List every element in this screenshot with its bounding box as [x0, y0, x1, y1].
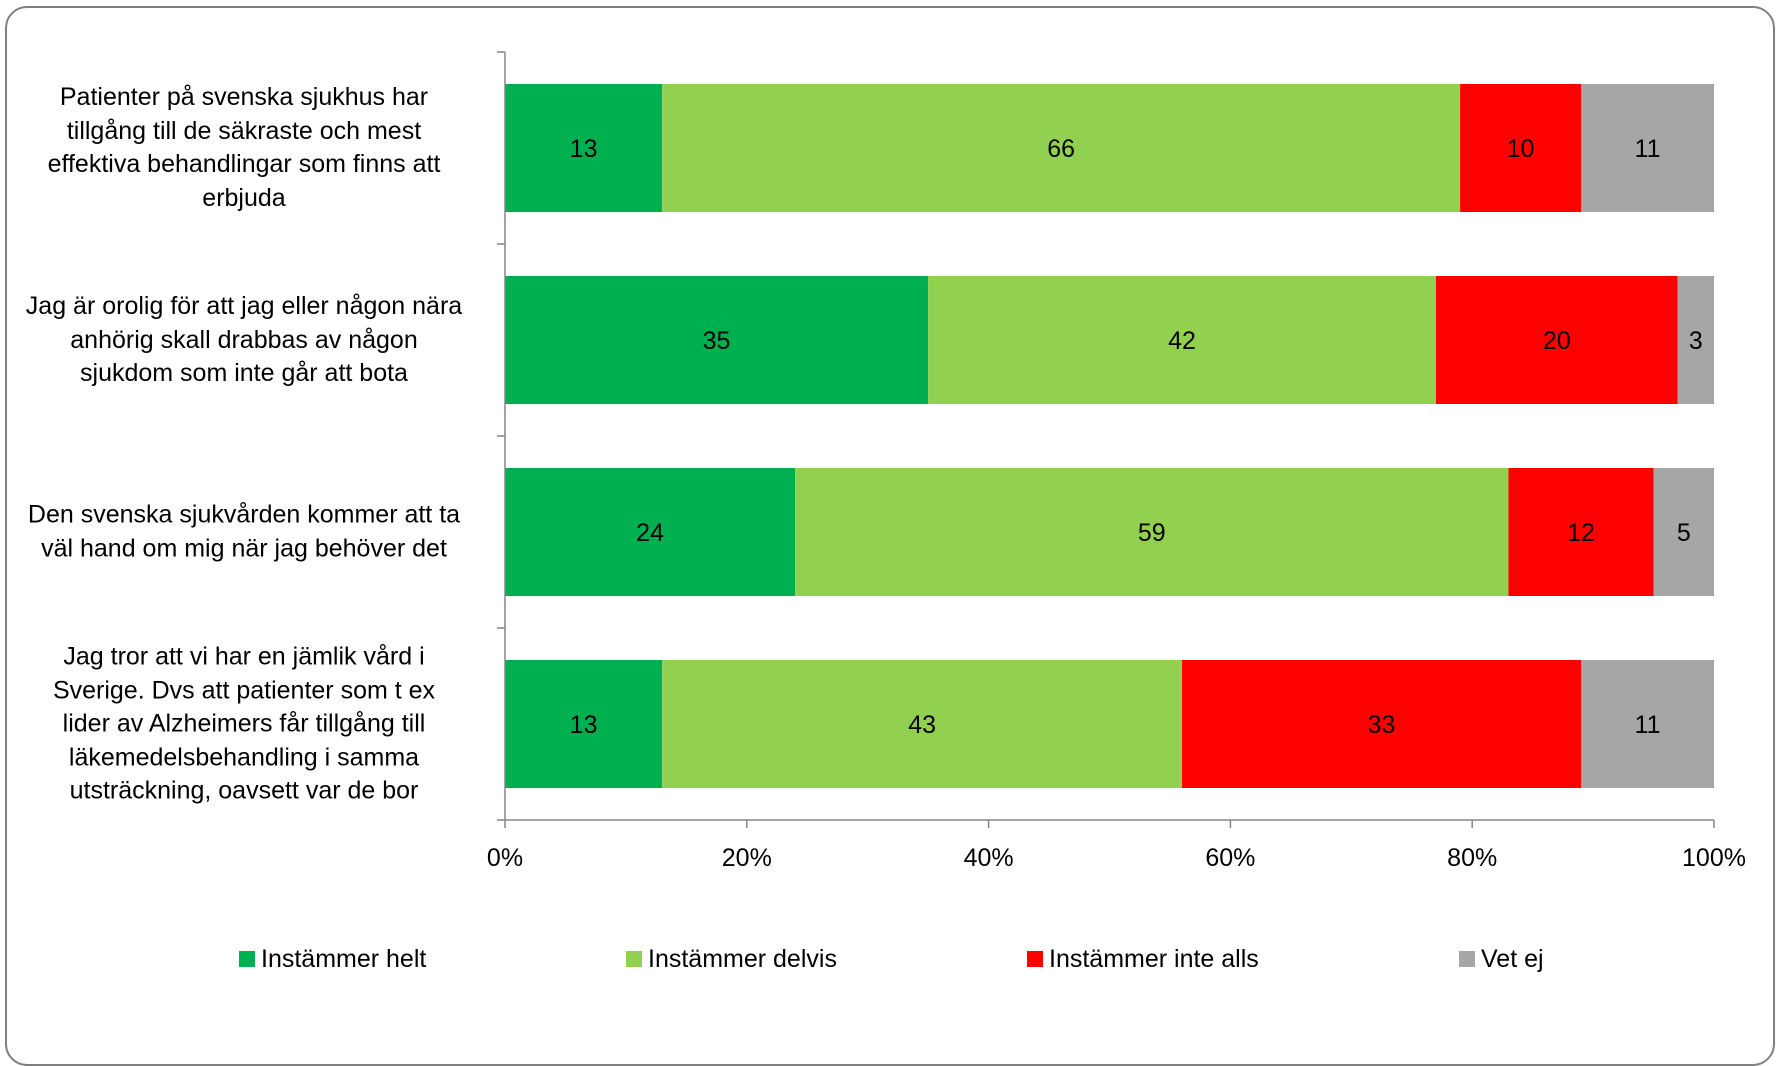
legend-item: Instämmer helt	[239, 942, 426, 976]
legend: Instämmer helt Instämmer delvis Instämmer …	[0, 942, 1783, 976]
legend-swatch	[626, 951, 642, 967]
category-label-line: lider av Alzheimers får tillgång till	[62, 709, 426, 738]
data-label: 12	[1567, 519, 1595, 547]
category-label: Den svenska sjukvården kommer att ta väl …	[8, 499, 480, 566]
category-label-line: läkemedelsbehandling i samma	[68, 742, 420, 771]
legend-item: Instämmer inte alls	[1027, 942, 1259, 976]
category-label: Jag är orolig för att jag eller någon nä…	[8, 290, 480, 391]
category-label-line: Jag är orolig för att jag eller någon nä…	[25, 291, 463, 320]
data-label: 11	[1635, 711, 1661, 739]
x-tick-label: 100%	[1682, 844, 1746, 872]
category-label-line: anhörig skall drabbas av någon	[70, 325, 418, 354]
bar-segment	[1460, 84, 1582, 212]
category-label-line: Patienter på svenska sjukhus har	[59, 83, 429, 111]
legend-item: Vet ej	[1459, 942, 1544, 976]
category-label-line: sjukdom som inte går att bota	[80, 358, 408, 387]
axes-layer: 0% 20% 40% 60% 80% 100%	[487, 51, 1746, 872]
x-tick-label: 80%	[1447, 844, 1497, 872]
data-label: 42	[1168, 327, 1196, 355]
data-label: 10	[1507, 135, 1535, 163]
bar-segment	[662, 660, 1183, 788]
x-tick-label: 40%	[964, 844, 1014, 872]
legend-label: Instämmer delvis	[648, 944, 837, 973]
bar-segment	[662, 84, 1461, 212]
category-label-line: väl hand om mig när jag behöver det	[41, 534, 447, 562]
category-label-line: Sverige. Dvs att patienter som t ex	[52, 675, 436, 704]
x-tick-label: 20%	[722, 844, 772, 872]
x-tick-label: 0%	[487, 844, 523, 872]
bar-segment	[1508, 468, 1654, 596]
bars-layer	[505, 84, 1714, 788]
legend-swatch	[1459, 951, 1475, 967]
legend-label: Instämmer helt	[261, 944, 427, 973]
category-label-line: effektiva behandlingar som finns att	[47, 150, 441, 178]
bar-segment	[1182, 660, 1582, 788]
legend-label: Instämmer inte alls	[1049, 944, 1259, 973]
data-label: 35	[703, 327, 731, 355]
bar-segment	[505, 84, 663, 212]
bar-segment	[1435, 276, 1678, 404]
legend-item: Instämmer delvis	[626, 942, 837, 976]
category-label-line: tillgång till de säkraste och mest	[66, 116, 422, 145]
category-label-line: Jag tror att vi har en jämlik vård i	[63, 642, 425, 671]
legend-swatch	[239, 951, 255, 967]
bar-segment	[1677, 276, 1714, 404]
bar-segment	[505, 468, 796, 596]
legend-swatch	[1027, 951, 1043, 967]
data-label: 5	[1677, 519, 1691, 547]
data-label: 20	[1543, 327, 1571, 355]
bar-segment	[928, 276, 1436, 404]
category-label-line: Den svenska sjukvården kommer att ta	[27, 500, 461, 529]
data-label: 13	[570, 711, 598, 739]
bar-segment	[505, 660, 663, 788]
category-label-line: erbjuda	[202, 183, 286, 212]
bar-segment	[1581, 660, 1714, 788]
bar-segment	[1653, 468, 1714, 596]
data-labels-layer: 13 66 10 11 35 42 20 3 24 59 12 5 13 43 33 11	[570, 135, 1703, 739]
x-tick-label: 60%	[1205, 844, 1255, 872]
legend-label: Vet ej	[1481, 944, 1544, 973]
data-label: 59	[1138, 519, 1166, 547]
category-label: Patienter på svenska sjukhus har tillgång…	[8, 81, 480, 215]
bar-segment	[505, 276, 929, 404]
bar-segment	[795, 468, 1509, 596]
data-label: 3	[1689, 327, 1703, 355]
category-label-line: utsträckning, oavsett var de bor	[69, 776, 419, 805]
bar-segment	[1581, 84, 1714, 212]
data-label: 33	[1368, 711, 1396, 739]
data-label: 24	[636, 519, 664, 547]
data-label: 66	[1047, 135, 1075, 163]
data-label: 11	[1635, 135, 1661, 163]
data-label: 13	[570, 135, 598, 163]
data-label: 43	[908, 711, 936, 739]
category-label: Jag tror att vi har en jämlik vård i Sver…	[8, 640, 480, 808]
